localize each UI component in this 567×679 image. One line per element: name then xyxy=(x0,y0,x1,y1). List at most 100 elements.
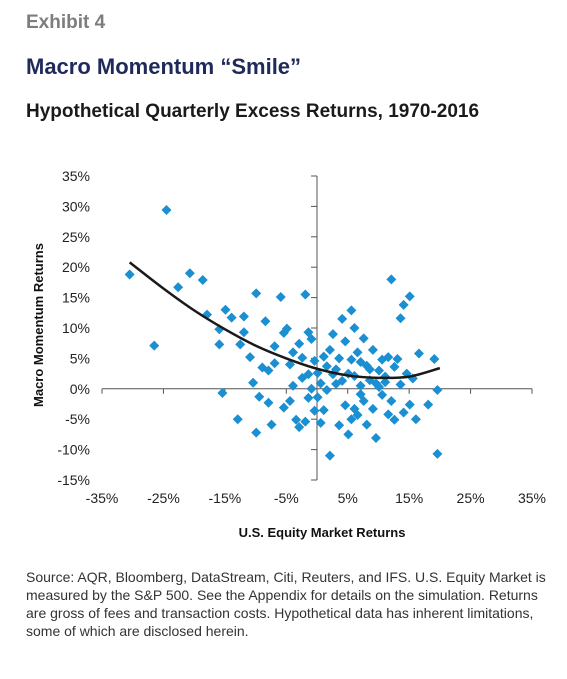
y-tick-label: 35% xyxy=(62,168,90,184)
data-point-diamond xyxy=(300,289,311,300)
data-point-diamond xyxy=(432,448,443,459)
data-point-diamond xyxy=(355,380,366,391)
x-axis-ticks: -35% -25% -15% -5% 5% 15% 25% 35% xyxy=(86,388,546,506)
data-point-diamond xyxy=(352,409,363,420)
data-point-diamond xyxy=(331,378,342,389)
data-point-diamond xyxy=(238,311,249,322)
data-point-diamond xyxy=(235,339,246,350)
x-tick-label: 25% xyxy=(457,490,485,506)
data-point-diamond xyxy=(377,389,388,400)
y-tick-label: 25% xyxy=(62,229,90,245)
smile-fit-curve xyxy=(128,261,441,380)
data-point-diamond xyxy=(284,395,295,406)
chart-title: Macro Momentum “Smile” xyxy=(26,54,302,79)
data-point-diamond xyxy=(263,397,274,408)
data-point-diamond xyxy=(312,392,323,403)
data-point-diamond xyxy=(334,353,345,364)
data-point-diamond xyxy=(395,379,406,390)
data-point-diamond xyxy=(410,414,421,425)
y-axis-ticks: -15% -10% -5% 0% 5% 10% 15% 20% 25% 30% 35% xyxy=(57,168,317,488)
x-tick-label: 15% xyxy=(395,490,423,506)
data-point-diamond xyxy=(251,288,262,299)
data-point-diamond xyxy=(349,323,360,333)
data-point-diamond xyxy=(266,419,277,430)
x-tick-label: 35% xyxy=(518,490,546,506)
data-point-diamond xyxy=(346,414,357,425)
data-point-diamond xyxy=(288,347,299,358)
data-point-diamond xyxy=(269,358,280,369)
chart-subtitle: Hypothetical Quarterly Excess Returns, 1… xyxy=(26,101,480,122)
data-point-diamond xyxy=(380,377,391,388)
data-point-diamond xyxy=(340,336,351,347)
data-point-diamond xyxy=(217,388,228,399)
data-point-diamond xyxy=(327,329,338,340)
data-point-diamond xyxy=(260,316,271,327)
data-point-diamond xyxy=(197,274,208,285)
data-point-diamond xyxy=(343,429,354,440)
data-point-diamond xyxy=(432,385,443,396)
data-point-diamond xyxy=(358,333,369,344)
data-point-diamond xyxy=(395,313,406,324)
data-point-diamond xyxy=(337,313,348,324)
data-point-diamond xyxy=(321,361,332,372)
data-point-diamond xyxy=(318,351,329,362)
data-point-diamond xyxy=(291,414,302,425)
data-point-diamond xyxy=(281,323,292,334)
y-tick-label: -15% xyxy=(57,472,90,488)
data-point-diamond xyxy=(386,395,397,406)
scatter-chart: -15% -10% -5% 0% 5% 10% 15% 20% 25% 30% 35% -35% -2… xyxy=(31,168,546,540)
data-point-diamond xyxy=(232,414,243,425)
data-point-diamond xyxy=(220,304,231,315)
y-tick-label: 15% xyxy=(62,290,90,306)
data-point-diamond xyxy=(404,399,415,410)
data-point-diamond xyxy=(309,405,320,416)
data-point-diamond xyxy=(294,422,305,433)
data-point-diamond xyxy=(383,409,394,420)
data-point-diamond xyxy=(294,338,305,349)
data-point-diamond xyxy=(278,402,289,413)
data-point-diamond xyxy=(238,327,249,338)
y-tick-label: 30% xyxy=(62,198,90,214)
data-point-diamond xyxy=(398,407,409,418)
y-tick-label: 20% xyxy=(62,259,90,275)
source-note: Source: AQR, Bloomberg, DataStream, Citi… xyxy=(26,569,546,639)
data-point-diamond xyxy=(315,378,326,389)
data-point-diamond xyxy=(361,419,372,430)
data-point-diamond xyxy=(358,395,369,406)
data-point-diamond xyxy=(352,347,363,358)
y-tick-label: 5% xyxy=(70,350,90,366)
data-point-diamond xyxy=(324,344,335,355)
data-point-diamond xyxy=(306,383,317,394)
data-point-diamond xyxy=(374,365,385,376)
data-point-diamond xyxy=(364,364,375,375)
data-point-diamond xyxy=(389,414,400,425)
data-point-diamond xyxy=(383,352,394,363)
data-point-diamond xyxy=(413,348,424,359)
data-point-diamond xyxy=(306,333,317,344)
x-tick-label: -35% xyxy=(86,490,119,506)
x-tick-label: -25% xyxy=(147,490,180,506)
data-point-diamond xyxy=(184,268,195,279)
data-point-diamond xyxy=(269,341,280,352)
data-point-diamond xyxy=(161,205,172,216)
data-point-diamond xyxy=(318,405,329,416)
data-point-diamond xyxy=(398,299,409,310)
data-point-diamond xyxy=(226,312,237,323)
y-tick-label: 10% xyxy=(62,320,90,336)
data-point-diamond xyxy=(149,340,160,351)
data-point-diamond xyxy=(334,420,345,431)
data-point-diamond xyxy=(303,392,314,403)
x-tick-label: -5% xyxy=(274,490,299,506)
data-point-diamond xyxy=(367,344,378,355)
exhibit-label: Exhibit 4 xyxy=(26,12,106,33)
data-point-diamond xyxy=(251,427,262,438)
x-tick-label: 5% xyxy=(338,490,358,506)
data-point-diamond xyxy=(297,372,308,383)
data-point-diamond xyxy=(124,269,135,280)
data-point-diamond xyxy=(321,385,332,396)
y-tick-label: -5% xyxy=(65,411,90,427)
data-point-diamond xyxy=(370,433,381,444)
data-point-diamond xyxy=(275,291,286,302)
data-point-diamond xyxy=(346,305,357,316)
data-point-diamond xyxy=(288,380,299,391)
